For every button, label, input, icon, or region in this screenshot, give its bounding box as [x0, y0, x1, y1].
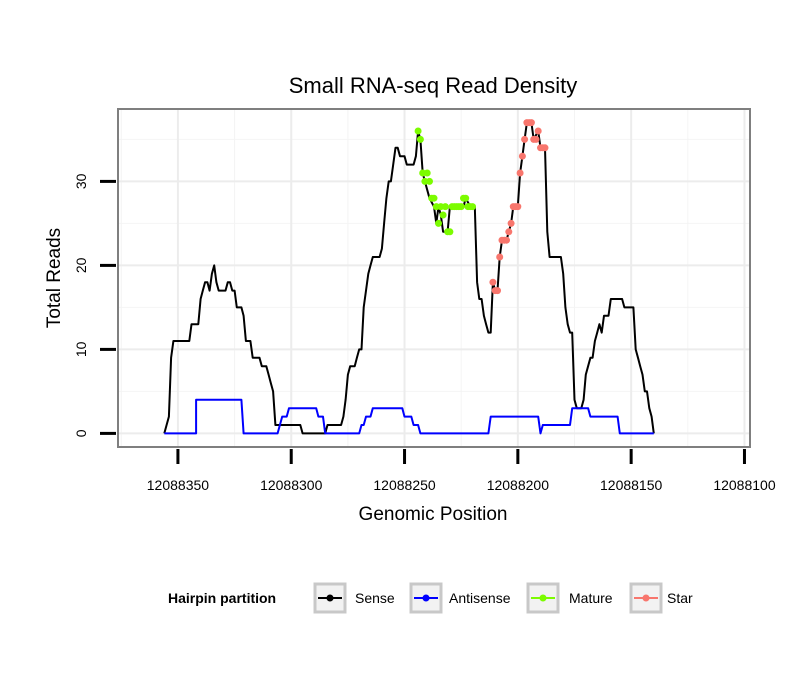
legend-label-antisense: Antisense	[449, 590, 511, 606]
y-tick-label: 10	[73, 341, 89, 357]
x-axis-title: Genomic Position	[359, 504, 508, 525]
legend: Hairpin partition Sense Antisense Mature St…	[168, 582, 693, 614]
mature-data-point	[435, 219, 442, 227]
legend-key-dot-mature	[539, 594, 547, 602]
legend-label-mature: Mature	[569, 590, 613, 606]
star-data-point	[532, 135, 540, 143]
x-tick-label: 12088250	[373, 477, 436, 493]
mature-data-point	[414, 127, 422, 135]
plot-panel-border	[117, 108, 751, 448]
legend-key-dot-star	[642, 594, 650, 602]
star-data-point	[507, 219, 515, 227]
antisense-series-line	[164, 398, 654, 435]
star-data-point	[534, 127, 542, 135]
mature-data-point	[426, 177, 433, 185]
sense-series-line	[163, 121, 655, 435]
chart-title: Small RNA-seq Read Density	[289, 73, 578, 98]
x-tick-label: 12088100	[713, 477, 776, 493]
mature-data-point	[423, 169, 431, 177]
star-data-point	[496, 253, 504, 261]
x-tick-label: 12088350	[147, 477, 210, 493]
star-data-point	[494, 287, 501, 295]
x-tick-label: 12088300	[260, 477, 323, 493]
x-axis: 12088350 12088300 12088250 12088200 12088150…	[147, 449, 776, 493]
legend-label-sense: Sense	[355, 590, 395, 606]
mature-data-point	[462, 194, 470, 202]
x-tick-label: 12088150	[600, 477, 663, 493]
series-layer	[163, 119, 655, 435]
y-axis: 0 10 20 30	[73, 173, 116, 437]
star-data-point	[527, 119, 535, 127]
mature-data-point	[446, 228, 454, 236]
y-tick-label: 20	[73, 257, 89, 273]
mature-data-point	[469, 203, 476, 211]
legend-label-star: Star	[667, 590, 693, 606]
mature-data-point	[416, 135, 424, 143]
mature-data-point	[457, 203, 465, 211]
star-data-point	[489, 278, 497, 286]
y-tick-label: 30	[73, 173, 89, 189]
star-data-point	[514, 203, 522, 211]
mature-data-point	[441, 203, 449, 211]
star-data-point	[503, 236, 510, 244]
legend-key-dot-sense	[326, 594, 334, 602]
star-data-point	[521, 135, 529, 143]
legend-title: Hairpin partition	[168, 590, 276, 606]
star-data-point	[505, 228, 513, 236]
star-data-point	[541, 144, 549, 152]
y-axis-title: Total Reads	[44, 228, 65, 328]
star-data-point	[516, 169, 524, 177]
grid-major	[119, 110, 749, 446]
star-data-point	[518, 152, 526, 160]
legend-key-dot-antisense	[422, 594, 430, 602]
y-tick-label: 0	[73, 429, 89, 437]
mature-data-point	[430, 194, 438, 202]
x-tick-label: 12088200	[487, 477, 550, 493]
mature-data-point	[439, 211, 447, 219]
